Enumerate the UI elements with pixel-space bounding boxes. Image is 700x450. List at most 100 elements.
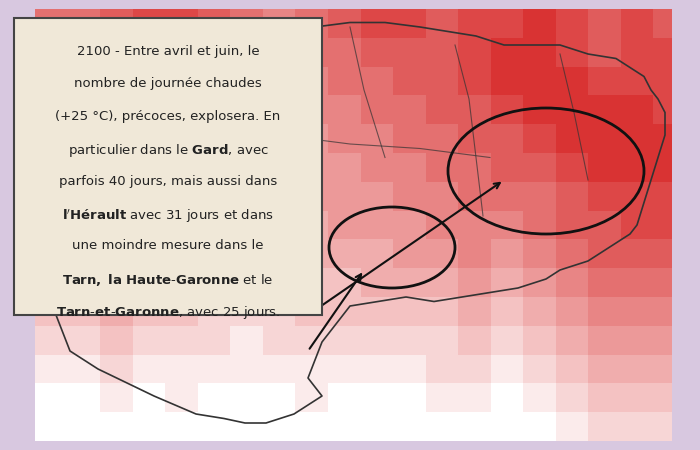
FancyBboxPatch shape <box>263 67 295 95</box>
FancyBboxPatch shape <box>524 355 556 383</box>
FancyBboxPatch shape <box>491 297 524 326</box>
FancyBboxPatch shape <box>426 383 458 412</box>
FancyBboxPatch shape <box>426 355 458 383</box>
FancyBboxPatch shape <box>328 95 360 124</box>
FancyBboxPatch shape <box>458 182 491 211</box>
FancyBboxPatch shape <box>133 124 165 153</box>
FancyBboxPatch shape <box>524 124 556 153</box>
FancyBboxPatch shape <box>263 239 295 268</box>
FancyBboxPatch shape <box>360 412 393 441</box>
FancyBboxPatch shape <box>328 297 360 326</box>
FancyBboxPatch shape <box>165 326 197 355</box>
FancyBboxPatch shape <box>100 153 133 182</box>
FancyBboxPatch shape <box>588 326 621 355</box>
FancyBboxPatch shape <box>197 211 230 239</box>
FancyBboxPatch shape <box>621 383 654 412</box>
FancyBboxPatch shape <box>35 153 67 182</box>
FancyBboxPatch shape <box>295 67 328 95</box>
FancyBboxPatch shape <box>263 297 295 326</box>
FancyBboxPatch shape <box>197 38 230 67</box>
FancyBboxPatch shape <box>426 124 458 153</box>
FancyBboxPatch shape <box>100 239 133 268</box>
FancyBboxPatch shape <box>556 153 588 182</box>
FancyBboxPatch shape <box>588 268 621 297</box>
FancyBboxPatch shape <box>621 297 654 326</box>
FancyBboxPatch shape <box>588 95 621 124</box>
FancyBboxPatch shape <box>426 38 458 67</box>
FancyBboxPatch shape <box>360 268 393 297</box>
FancyBboxPatch shape <box>360 38 393 67</box>
FancyBboxPatch shape <box>133 67 165 95</box>
FancyBboxPatch shape <box>67 239 100 268</box>
FancyBboxPatch shape <box>491 67 524 95</box>
FancyBboxPatch shape <box>230 182 263 211</box>
FancyBboxPatch shape <box>458 95 491 124</box>
FancyBboxPatch shape <box>263 153 295 182</box>
FancyBboxPatch shape <box>458 239 491 268</box>
FancyBboxPatch shape <box>524 297 556 326</box>
FancyBboxPatch shape <box>491 9 524 38</box>
FancyBboxPatch shape <box>67 38 100 67</box>
FancyBboxPatch shape <box>67 383 100 412</box>
FancyBboxPatch shape <box>426 182 458 211</box>
FancyBboxPatch shape <box>67 297 100 326</box>
FancyBboxPatch shape <box>67 153 100 182</box>
FancyBboxPatch shape <box>263 38 295 67</box>
FancyBboxPatch shape <box>35 239 67 268</box>
FancyBboxPatch shape <box>133 153 165 182</box>
FancyBboxPatch shape <box>556 211 588 239</box>
FancyBboxPatch shape <box>295 412 328 441</box>
FancyBboxPatch shape <box>556 239 588 268</box>
FancyBboxPatch shape <box>556 355 588 383</box>
FancyBboxPatch shape <box>35 182 67 211</box>
FancyBboxPatch shape <box>588 67 621 95</box>
FancyBboxPatch shape <box>165 153 197 182</box>
FancyBboxPatch shape <box>133 412 165 441</box>
FancyBboxPatch shape <box>491 383 524 412</box>
FancyBboxPatch shape <box>458 326 491 355</box>
FancyBboxPatch shape <box>524 9 556 38</box>
FancyBboxPatch shape <box>672 0 700 450</box>
FancyBboxPatch shape <box>100 268 133 297</box>
FancyBboxPatch shape <box>100 355 133 383</box>
FancyBboxPatch shape <box>393 182 426 211</box>
FancyBboxPatch shape <box>621 268 654 297</box>
FancyBboxPatch shape <box>165 211 197 239</box>
FancyBboxPatch shape <box>458 383 491 412</box>
FancyBboxPatch shape <box>360 383 393 412</box>
FancyBboxPatch shape <box>328 383 360 412</box>
FancyBboxPatch shape <box>197 9 230 38</box>
FancyBboxPatch shape <box>588 211 621 239</box>
FancyBboxPatch shape <box>556 297 588 326</box>
FancyBboxPatch shape <box>230 9 263 38</box>
FancyBboxPatch shape <box>524 239 556 268</box>
FancyBboxPatch shape <box>67 95 100 124</box>
FancyBboxPatch shape <box>35 124 67 153</box>
Text: (+25 °C), précoces, explosera. En: (+25 °C), précoces, explosera. En <box>55 110 281 123</box>
Text: $\bf{l'Hérault}$ avec 31 jours et dans: $\bf{l'Hérault}$ avec 31 jours et dans <box>62 207 274 225</box>
FancyBboxPatch shape <box>393 124 426 153</box>
FancyBboxPatch shape <box>621 412 654 441</box>
FancyBboxPatch shape <box>230 38 263 67</box>
Text: parfois 40 jours, mais aussi dans: parfois 40 jours, mais aussi dans <box>59 175 277 188</box>
FancyBboxPatch shape <box>67 9 100 38</box>
Text: une moindre mesure dans le: une moindre mesure dans le <box>72 239 264 252</box>
FancyBboxPatch shape <box>556 67 588 95</box>
FancyBboxPatch shape <box>133 211 165 239</box>
FancyBboxPatch shape <box>133 268 165 297</box>
FancyBboxPatch shape <box>263 95 295 124</box>
FancyBboxPatch shape <box>524 383 556 412</box>
FancyBboxPatch shape <box>491 153 524 182</box>
FancyBboxPatch shape <box>133 239 165 268</box>
FancyBboxPatch shape <box>654 182 686 211</box>
FancyBboxPatch shape <box>491 38 524 67</box>
FancyBboxPatch shape <box>393 268 426 297</box>
FancyBboxPatch shape <box>458 268 491 297</box>
FancyBboxPatch shape <box>654 67 686 95</box>
FancyBboxPatch shape <box>263 355 295 383</box>
FancyBboxPatch shape <box>588 239 621 268</box>
FancyBboxPatch shape <box>133 95 165 124</box>
FancyBboxPatch shape <box>230 326 263 355</box>
FancyBboxPatch shape <box>263 412 295 441</box>
FancyBboxPatch shape <box>197 182 230 211</box>
